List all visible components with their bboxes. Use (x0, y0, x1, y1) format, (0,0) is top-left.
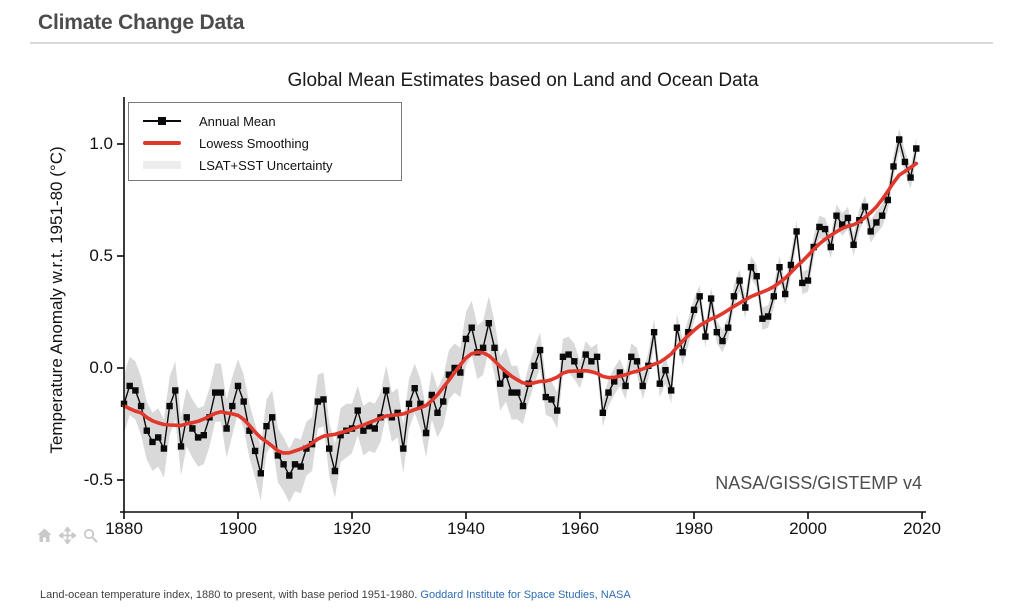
annual-mean-markers (120, 136, 920, 479)
annual-mean-swatch-icon (143, 117, 181, 125)
pan-icon[interactable] (59, 527, 76, 544)
x-tick-label: 1980 (675, 519, 713, 538)
plot-toolbar (36, 527, 99, 544)
x-tick-label: 1880 (105, 519, 143, 538)
y-tick-label: 1.0 (89, 134, 113, 153)
header-divider (30, 42, 993, 44)
annual-mean-line (123, 139, 917, 478)
lowess-line (122, 161, 919, 455)
y-tick-label: 0.0 (89, 358, 113, 377)
y-tick-label: -0.5 (83, 470, 113, 489)
footer-source-link[interactable]: Goddard Institute for Space Studies, NAS… (420, 589, 631, 601)
page-title: Climate Change Data (38, 11, 245, 34)
x-tick-label: 1920 (333, 519, 371, 538)
x-tick-label: 2000 (789, 519, 827, 538)
x-tick-label: 1960 (561, 519, 599, 538)
x-tick-label: 1940 (447, 519, 485, 538)
footer-caption: Land-ocean temperature index, 1880 to pr… (40, 589, 631, 601)
legend-label: LSAT+SST Uncertainty (199, 157, 333, 173)
legend-item-annual-mean: Annual Mean (143, 110, 401, 132)
legend-label: Annual Mean (199, 113, 276, 129)
x-tick-label: 2020 (903, 519, 941, 538)
uncertainty-band (124, 128, 917, 503)
chart-title: Global Mean Estimates based on Land and … (287, 70, 759, 91)
home-reset-icon[interactable] (36, 527, 53, 544)
legend-label: Lowess Smoothing (199, 135, 309, 151)
source-annotation: NASA/GISS/GISTEMP v4 (715, 473, 922, 493)
zoom-icon[interactable] (82, 527, 99, 544)
uncertainty-swatch-icon (143, 161, 181, 169)
footer-text: Land-ocean temperature index, 1880 to pr… (40, 589, 418, 601)
legend-item-uncertainty: LSAT+SST Uncertainty (143, 154, 401, 176)
legend-item-lowess: Lowess Smoothing (143, 132, 401, 154)
lowess-swatch-icon (143, 141, 181, 145)
y-tick-label: 0.5 (89, 246, 113, 265)
x-tick-label: 1900 (219, 519, 257, 538)
legend: Annual Mean Lowess Smoothing LSAT+SST Un… (128, 102, 402, 181)
